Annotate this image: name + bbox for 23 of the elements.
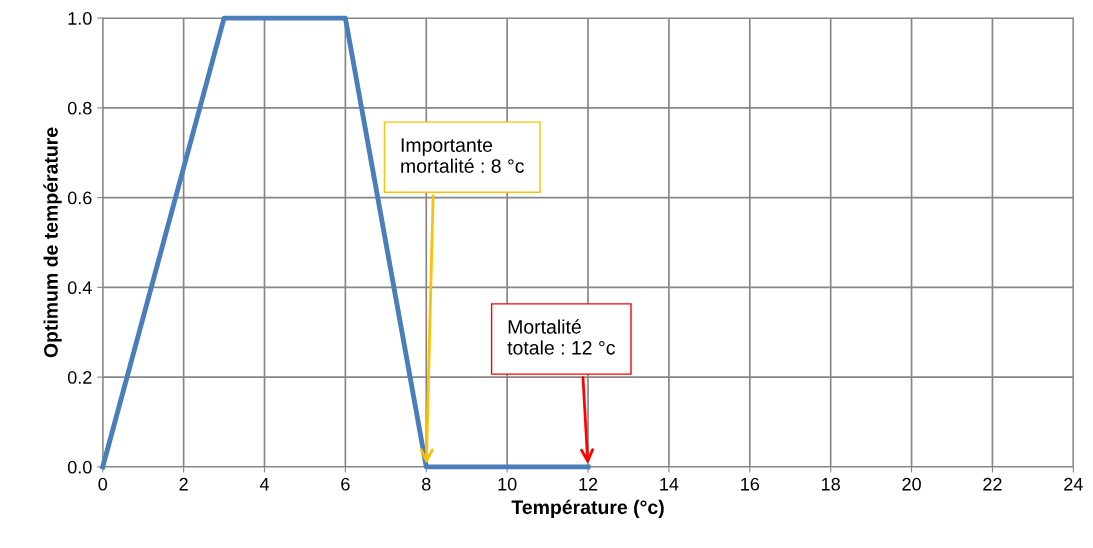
y-tick-label: 0.8: [67, 101, 92, 115]
x-axis-title: Température (°c): [511, 499, 664, 518]
y-tick-label: 0.2: [67, 371, 92, 384]
x-tick-label: 10: [498, 477, 517, 491]
x-tick-label: 0: [98, 477, 108, 491]
y-axis-title: Optimum de température: [43, 127, 62, 358]
x-tick-label: 18: [822, 477, 840, 491]
annotation: Mortalité totale : 12 °c: [507, 319, 615, 355]
x-tick-label: 4: [259, 477, 269, 491]
x-tick-label: 22: [983, 477, 1002, 491]
x-tick-label: 2: [179, 477, 188, 491]
x-tick-label: 6: [341, 477, 350, 491]
y-tick-label: 1.0: [68, 12, 92, 25]
x-tick-label: 24: [1064, 477, 1083, 491]
x-tick-label: 14: [660, 477, 679, 491]
x-tick-label: 8: [422, 477, 431, 491]
y-tick-label: 0.0: [67, 460, 92, 474]
y-tick-label: 0.6: [67, 191, 92, 205]
x-tick-label: 12: [579, 477, 598, 491]
annotation: Importante mortalité : 8 °c: [401, 138, 524, 173]
x-tick-label: 16: [741, 477, 760, 491]
x-tick-label: 20: [902, 477, 921, 491]
y-tick-label: 0.4: [67, 281, 92, 295]
